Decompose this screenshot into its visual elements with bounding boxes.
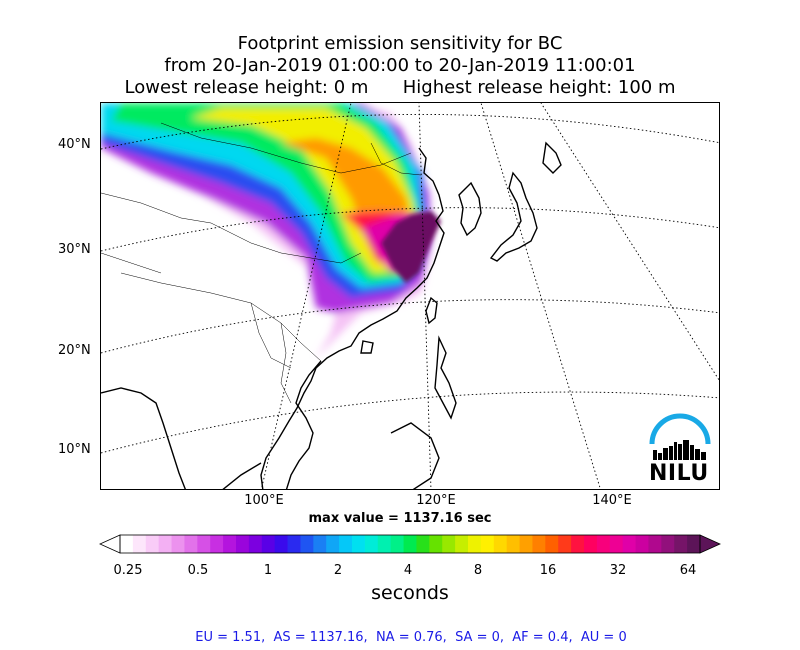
lat-label-20n: 20°N (58, 343, 91, 358)
colorbar-cell (339, 535, 353, 553)
coastlines (101, 141, 562, 489)
colorbar-cell (171, 535, 186, 553)
colorbar-cell (145, 535, 160, 553)
title-line-3: Lowest release height: 0 m Highest relea… (124, 77, 676, 98)
colorbar-tick-label: 4 (403, 563, 413, 578)
lat-label-10n: 10°N (58, 442, 91, 457)
colorbar-tick-label: 64 (679, 563, 697, 578)
colorbar-cell (493, 535, 508, 553)
country-borders (101, 122, 422, 404)
colorbar-tick-label: 2 (333, 563, 343, 578)
colorbar-extend-high (699, 534, 721, 554)
title-line-2: from 20-Jan-2019 01:00:00 to 20-Jan-2019… (164, 55, 636, 76)
sensitivity-field (101, 103, 441, 358)
colorbar-cell (300, 535, 314, 553)
map-svg (101, 103, 719, 489)
taiwan-coastline (425, 296, 438, 325)
colorbar-cell (571, 535, 585, 553)
lon-label-120e: 120°E (416, 493, 456, 508)
indochina-coastline (285, 360, 322, 489)
colorbar-cell (661, 535, 675, 553)
colorbar-cell (468, 535, 482, 553)
colorbar-cell (287, 535, 302, 553)
colorbar-cell (622, 535, 637, 553)
philippines-coastline (434, 335, 457, 420)
parallel-30n (101, 207, 719, 252)
parallel-20n (101, 299, 719, 354)
colorbar-cell (558, 535, 572, 553)
colorbar-cell (584, 535, 598, 553)
colorbar-cell (274, 535, 289, 553)
colorbar-extend-low (99, 534, 121, 554)
colorbar-cell (236, 535, 250, 553)
colorbar-cell (352, 535, 366, 553)
colorbar-cell (506, 535, 521, 553)
colorbar-cell (184, 535, 198, 553)
colorbar-cell (210, 535, 224, 553)
lat-label-40n: 40°N (58, 137, 91, 152)
borneo-coastline (390, 422, 440, 489)
colorbar-tick-label: 0.5 (187, 563, 209, 578)
colorbar-cell (364, 535, 379, 553)
colorbar-cell (442, 535, 456, 553)
meridian-140e (480, 103, 601, 489)
colorbar-cell (223, 535, 237, 553)
colorbar-cell (197, 535, 211, 553)
colorbar-cell (326, 535, 340, 553)
hainan-coastline (360, 340, 374, 354)
sumatra-coastline (222, 462, 262, 489)
colorbar-cell (545, 535, 559, 553)
japan-north-coastline (542, 141, 562, 174)
colorbar-cell (132, 535, 147, 553)
parallel-40n (101, 114, 719, 150)
colorbar-cell (480, 535, 495, 553)
korea-coastline (458, 181, 482, 237)
colorbar-cell (403, 535, 418, 553)
colorbar-cell (416, 535, 430, 553)
map-panel (100, 102, 720, 490)
colorbar-cell (687, 535, 701, 553)
colorbar-cell (519, 535, 534, 553)
meridian-120e (418, 103, 432, 489)
colorbar-tick-label: 8 (473, 563, 483, 578)
colorbar-cell (158, 535, 173, 553)
colorbar-tick-label: 16 (539, 563, 557, 578)
colorbar-cell (261, 535, 276, 553)
graticule (101, 103, 719, 489)
colorbar-cell (429, 535, 443, 553)
india-coastline (101, 387, 186, 489)
colorbar-cell (455, 535, 469, 553)
colorbar (99, 534, 721, 554)
title-line-1: Footprint emission sensitivity for BC (237, 33, 563, 54)
region-summary-text: EU = 1.51, AS = 1137.16, NA = 0.76, SA =… (195, 630, 627, 645)
colorbar-cell (390, 535, 405, 553)
colorbar-cell (635, 535, 650, 553)
colorbar-cell (648, 535, 662, 553)
nilu-logo-text: NILU (649, 461, 709, 486)
lon-label-100e: 100°E (244, 493, 284, 508)
colorbar-cell (609, 535, 624, 553)
colorbar-unit-label: seconds (371, 582, 449, 604)
colorbar-cell (674, 535, 688, 553)
lon-label-140e: 140°E (592, 493, 632, 508)
colorbar-tick-label: 0.25 (113, 563, 143, 578)
colorbar-cell (377, 535, 392, 553)
max-value-label: max value = 1137.16 sec (308, 511, 492, 526)
colorbar-cell (248, 535, 263, 553)
colorbar-tick-label: 1 (263, 563, 273, 578)
colorbar-cell (120, 535, 134, 553)
meridian-160e (540, 103, 719, 381)
field-yellow (191, 108, 415, 273)
asia-coastline (260, 147, 445, 489)
nilu-logo-icon (649, 413, 711, 460)
field-max-core (381, 211, 441, 283)
lat-label-30n: 30°N (58, 242, 91, 257)
colorbar-frame (119, 534, 701, 554)
colorbar-cell (596, 535, 611, 553)
japan-coastline (489, 171, 538, 262)
colorbar-cell (313, 535, 327, 553)
colorbar-cell (532, 535, 546, 553)
colorbar-tick-label: 32 (609, 563, 627, 578)
